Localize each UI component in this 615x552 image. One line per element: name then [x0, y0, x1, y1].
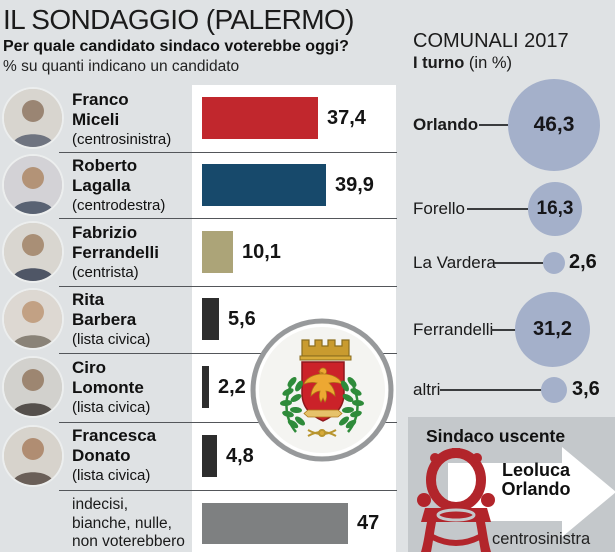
- bar-value: 4,8: [226, 444, 254, 467]
- person-icon: [4, 223, 62, 281]
- candidate-photo-lomonte: [4, 358, 62, 416]
- row-divider: [59, 152, 397, 153]
- person-icon: [4, 427, 62, 485]
- candidate-label-barbera: Rita Barbera (lista civica): [72, 290, 151, 348]
- bubble-la-vardera: [543, 252, 565, 274]
- bar-lagalla: 39,9: [202, 164, 374, 206]
- outgoing-mayor-box: Sindaco uscente Leoluca Orlando: [408, 417, 615, 552]
- bubble-forello: 16,3: [528, 182, 582, 236]
- bar-miceli: 37,4: [202, 97, 366, 139]
- bar-ferrandelli: 10,1: [202, 231, 281, 273]
- mayor-chair-icon: [417, 448, 495, 552]
- bar-fill: [202, 502, 348, 544]
- row-divider: [59, 490, 397, 491]
- bar-value: 39,9: [335, 173, 374, 196]
- candidate-label-miceli: Franco Miceli (centrosinistra): [72, 90, 172, 148]
- page-title: IL SONDAGGIO (PALERMO): [3, 4, 354, 35]
- bubble-ferrandelli: 31,2: [515, 292, 590, 367]
- outgoing-mayor-party: centrosinistra: [492, 530, 591, 548]
- connector-line: [479, 124, 508, 126]
- row-divider: [59, 353, 397, 354]
- bubble-label-orlando: Orlando: [413, 115, 479, 134]
- bar-fill: [202, 97, 318, 139]
- bar-fill: [202, 164, 326, 206]
- candidate-photo-miceli: [4, 89, 62, 147]
- bar-chart-background: [192, 85, 396, 552]
- bar-fill: [202, 231, 233, 273]
- connector-line: [467, 208, 528, 210]
- person-icon: [4, 156, 62, 214]
- bar-donato: 4,8: [202, 435, 254, 477]
- poll-question: Per quale candidato sindaco voterebbe og…: [3, 38, 349, 55]
- bar-value: 10,1: [242, 240, 281, 263]
- bar-value: 5,6: [228, 307, 256, 330]
- bar-lomonte: 2,2: [202, 366, 246, 408]
- bubble-value: 3,6: [572, 378, 600, 400]
- bar-value: 37,4: [327, 106, 366, 129]
- palermo-coat-of-arms-icon: [250, 318, 394, 462]
- comunali-title: COMUNALI 2017: [413, 30, 569, 52]
- candidate-label-lomonte: Ciro Lomonte (lista civica): [72, 358, 151, 416]
- bar-fill: [202, 298, 219, 340]
- comunali-subtitle: I turno (in %): [413, 54, 512, 72]
- row-divider: [59, 422, 397, 423]
- candidate-label-donato: Francesca Donato (lista civica): [72, 426, 157, 484]
- bubble-label-altri: altri: [413, 380, 441, 399]
- bubble-label-forello: Forello: [413, 199, 465, 218]
- bar-value: 2,2: [218, 375, 246, 398]
- candidate-photo-ferrandelli: [4, 223, 62, 281]
- person-icon: [4, 290, 62, 348]
- bubble-altri: [541, 377, 567, 403]
- candidate-label-lagalla: Roberto Lagalla (centrodestra): [72, 156, 166, 214]
- bar-undecided: 47: [202, 502, 379, 544]
- bar-value: 47: [357, 511, 380, 534]
- poll-note: % su quanti indicano un candidato: [3, 58, 240, 75]
- candidate-photo-barbera: [4, 290, 62, 348]
- row-divider: [59, 218, 397, 219]
- bubble-value: 16,3: [536, 198, 574, 219]
- bar-barbera: 5,6: [202, 298, 256, 340]
- bubble-label-la-vardera: La Vardera: [413, 253, 496, 272]
- outgoing-mayor-name: Leoluca Orlando: [501, 460, 571, 499]
- bar-fill: [202, 435, 217, 477]
- candidate-photo-lagalla: [4, 156, 62, 214]
- connector-line: [494, 262, 543, 264]
- bubble-value: 31,2: [533, 318, 572, 340]
- row-divider: [59, 286, 397, 287]
- bubble-orlando: 46,3: [508, 79, 600, 171]
- bar-fill: [202, 366, 209, 408]
- outgoing-mayor-title: Sindaco uscente: [426, 426, 566, 446]
- bubble-value: 2,6: [569, 251, 597, 273]
- candidate-photo-donato: [4, 427, 62, 485]
- arrow-right-icon: [448, 447, 615, 537]
- undecided-label: indecisi, bianche, nulle, non voterebber…: [72, 496, 185, 550]
- candidate-label-ferrandelli: Fabrizio Ferrandelli (centrista): [72, 223, 159, 281]
- person-icon: [4, 358, 62, 416]
- bubble-label-ferrandelli: Ferrandelli: [413, 320, 494, 339]
- connector-line: [491, 329, 516, 331]
- person-icon: [4, 89, 62, 147]
- bubble-value: 46,3: [533, 113, 575, 136]
- connector-line: [440, 389, 542, 391]
